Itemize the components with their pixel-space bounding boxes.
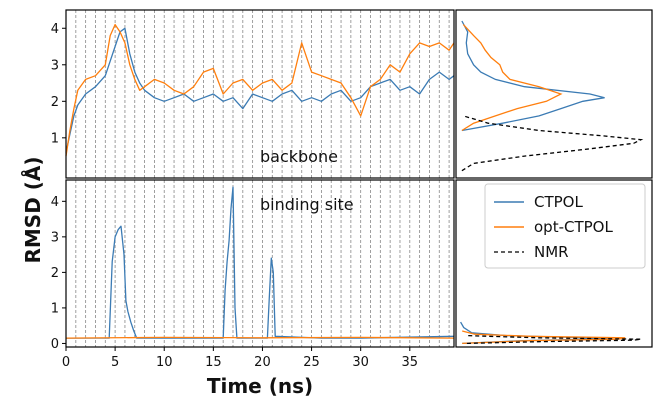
binding-site-nmr-distribution-line [466,334,642,345]
y-tick-label: 2 [51,266,59,281]
x-tick-label: 10 [156,355,173,370]
legend: CTPOL opt-CTPOL NMR [484,183,646,269]
backbone-nmr-distribution-line [461,115,644,172]
y-axis-title: RMSD (Å) [21,156,45,263]
x-axis-title: Time (ns) [207,374,313,398]
legend-box [484,183,646,269]
legend-ctpol-label: CTPOL [534,193,583,211]
legend-opt-ctpol-label: opt-CTPOL [534,218,613,236]
backbone-opt-ctpol-series-line [65,23,455,157]
legend-nmr-label: NMR [534,243,569,261]
y-tick-label: 4 [51,22,59,37]
backbone-distribution-panel [455,9,653,179]
x-tick-label: 20 [254,355,271,370]
x-tick-label: 5 [111,355,119,370]
plot-frame [65,179,455,348]
binding-site-ctpol-series-line [66,186,455,339]
backbone-ctpol-series-line [65,27,455,153]
backbone-timeseries-panel: 1 2 3 4 [51,9,455,179]
y-tick-label: 3 [51,58,59,73]
binding-site-opt-ctpol-series-line [65,336,455,339]
backbone-ctpol-distribution-line [461,20,605,132]
y-tick-label: 2 [51,95,59,110]
x-tick-label: 30 [352,355,369,370]
binding-site-opt-ctpol-distribution-line [462,330,626,345]
backbone-opt-ctpol-distribution-line [461,24,563,132]
x-tick-label: 15 [205,355,222,370]
binding-site-panel-label: binding site [260,195,354,214]
y-tick-label: 1 [51,301,59,316]
x-tick-label: 35 [402,355,419,370]
binding-site-distribution-panel [455,179,653,348]
x-tick-label: 0 [62,355,70,370]
y-tick-label: 0 [51,337,59,352]
backbone-panel-label: backbone [260,147,338,166]
y-tick-label: 1 [51,131,59,146]
distribution-frame [455,9,653,179]
x-tick-label: 25 [303,355,320,370]
distribution-frame [455,179,653,348]
binding-site-timeseries-panel: 0 1 2 3 4 0 5 10 15 20 25 30 35 [51,179,455,370]
y-tick-label: 4 [51,195,59,210]
plot-frame [65,9,455,179]
y-tick-label: 3 [51,230,59,245]
